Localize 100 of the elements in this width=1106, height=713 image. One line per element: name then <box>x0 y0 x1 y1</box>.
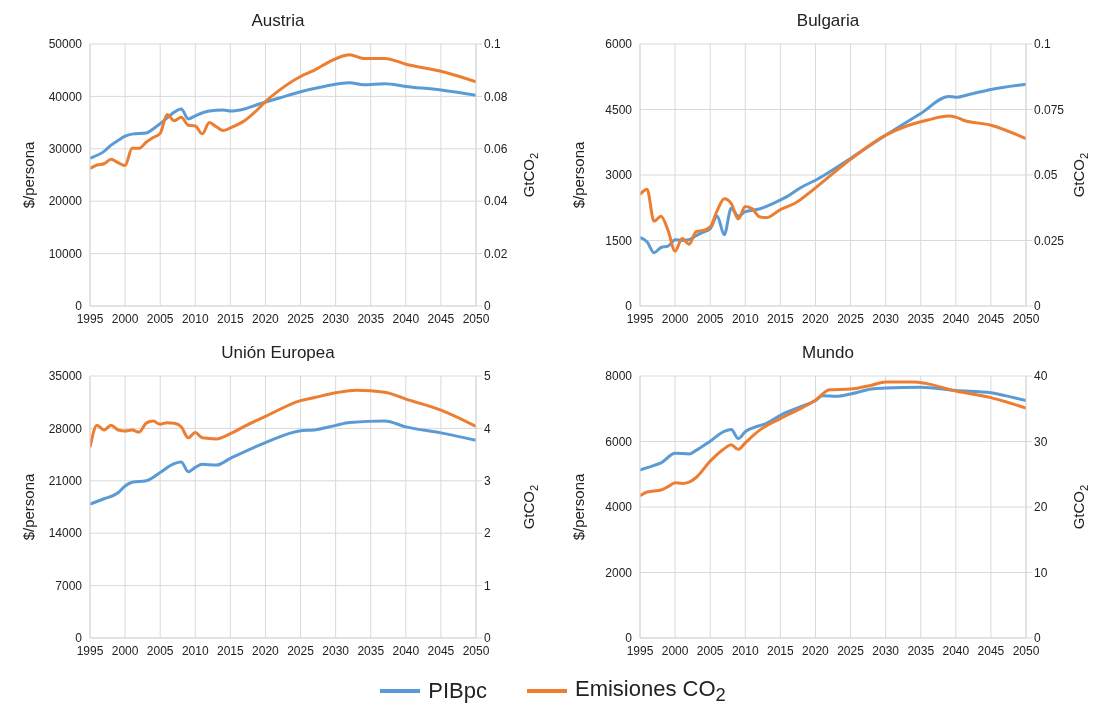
y-axis-title: $/persona <box>569 140 587 209</box>
x-tick-label: 2030 <box>872 311 900 326</box>
y-tick-label: 0 <box>625 631 633 646</box>
x-tick-label: 2045 <box>427 311 455 326</box>
x-tick-label: 1995 <box>626 311 654 326</box>
y2-tick-label: 1 <box>484 578 491 593</box>
y2-tick-label: 10 <box>1034 565 1048 580</box>
y2-tick-label: 0 <box>484 631 491 646</box>
x-tick-label: 2030 <box>872 643 900 658</box>
y2-tick-label: 2 <box>484 526 491 541</box>
y-tick-label: 0 <box>75 299 83 314</box>
x-tick-label: 2010 <box>731 643 759 658</box>
y-axis-title: $/persona <box>19 472 37 541</box>
x-tick-label: 2040 <box>392 643 420 658</box>
y2-tick-label: 0.025 <box>1034 233 1065 248</box>
y-tick-label: 28000 <box>48 421 83 436</box>
y2-tick-label: 4 <box>484 421 491 436</box>
chart-title: Bulgaria <box>795 10 861 32</box>
x-tick-label: 2050 <box>1012 311 1040 326</box>
y-tick-label: 30000 <box>48 142 83 157</box>
x-tick-label: 2025 <box>287 311 315 326</box>
x-tick-label: 2005 <box>146 643 174 658</box>
y2-tick-label: 40 <box>1034 369 1048 384</box>
x-tick-label: 2020 <box>252 643 280 658</box>
x-tick-label: 2040 <box>392 311 420 326</box>
y-tick-label: 50000 <box>48 37 83 52</box>
y2-tick-label: 0.05 <box>1034 168 1058 183</box>
x-tick-label: 2000 <box>661 643 689 658</box>
x-tick-label: 2040 <box>942 643 970 658</box>
y-tick-label: 2000 <box>605 565 633 580</box>
chart-title: Austria <box>250 10 306 32</box>
x-tick-label: 2035 <box>357 311 385 326</box>
chart-title: Mundo <box>801 342 855 364</box>
y-tick-label: 14000 <box>48 526 83 541</box>
y-tick-label: 8000 <box>605 369 633 384</box>
x-tick-label: 2005 <box>146 311 174 326</box>
y-tick-label: 7000 <box>55 578 83 593</box>
legend-label: PIBpc <box>428 678 487 705</box>
x-tick-label: 2035 <box>907 311 935 326</box>
y2-tick-label: 5 <box>484 369 491 384</box>
y2-tick-label: 0 <box>1034 631 1041 646</box>
x-tick-label: 2000 <box>111 311 139 326</box>
x-tick-label: 2025 <box>837 643 865 658</box>
y2-tick-label: 0.075 <box>1034 102 1065 117</box>
x-tick-label: 2010 <box>181 311 209 326</box>
x-tick-label: 2015 <box>767 643 795 658</box>
x-tick-label: 2020 <box>802 311 830 326</box>
y-tick-label: 6000 <box>605 434 633 449</box>
y-tick-label: 0 <box>75 631 83 646</box>
x-tick-label: 2005 <box>696 311 724 326</box>
x-tick-label: 2050 <box>1012 643 1040 658</box>
x-tick-label: 1995 <box>76 311 104 326</box>
y2-tick-label: 0.02 <box>484 246 508 261</box>
x-tick-label: 2050 <box>462 311 490 326</box>
x-tick-label: 2030 <box>322 643 350 658</box>
x-tick-label: 2010 <box>181 643 209 658</box>
y2-tick-label: 0.1 <box>1034 37 1052 52</box>
x-tick-label: 2045 <box>977 311 1005 326</box>
y-tick-label: 0 <box>625 299 633 314</box>
y-tick-label: 21000 <box>48 474 83 489</box>
x-tick-label: 2050 <box>462 643 490 658</box>
chart-title: Unión Europea <box>220 342 336 364</box>
x-tick-label: 1995 <box>76 643 104 658</box>
x-tick-label: 2035 <box>907 643 935 658</box>
y2-tick-label: 0 <box>484 299 491 314</box>
y2-tick-label: 30 <box>1034 434 1048 449</box>
y2-tick-label: 3 <box>484 474 491 489</box>
x-tick-label: 2010 <box>731 311 759 326</box>
y2-tick-label: 0.08 <box>484 89 508 104</box>
x-tick-label: 1995 <box>626 643 654 658</box>
y-axis-title: $/persona <box>19 140 37 209</box>
y-tick-label: 6000 <box>605 37 633 52</box>
y2-tick-label: 0 <box>1034 299 1041 314</box>
x-tick-label: 2045 <box>977 643 1005 658</box>
x-tick-label: 2015 <box>217 643 245 658</box>
x-tick-label: 2000 <box>661 311 689 326</box>
x-tick-label: 2020 <box>252 311 280 326</box>
legend-label: Emisiones CO$_{2}$ <box>574 676 726 707</box>
y-tick-label: 1500 <box>605 233 633 248</box>
x-tick-label: 2020 <box>802 643 830 658</box>
y-tick-label: 4000 <box>605 500 633 515</box>
x-tick-label: 2005 <box>696 643 724 658</box>
y-tick-label: 4500 <box>605 102 633 117</box>
y-tick-label: 3000 <box>605 168 633 183</box>
y-tick-label: 10000 <box>48 246 83 261</box>
y2-tick-label: 0.04 <box>484 194 508 209</box>
y2-tick-label: 0.1 <box>484 37 502 52</box>
y-axis-title: $/persona <box>569 472 587 541</box>
x-tick-label: 2030 <box>322 311 350 326</box>
x-tick-label: 2015 <box>217 311 245 326</box>
y2-tick-label: 0.06 <box>484 142 508 157</box>
y-tick-label: 40000 <box>48 89 83 104</box>
x-tick-label: 2025 <box>287 643 315 658</box>
y-tick-label: 35000 <box>48 369 83 384</box>
x-tick-label: 2045 <box>427 643 455 658</box>
y-tick-label: 20000 <box>48 194 83 209</box>
y2-tick-label: 20 <box>1034 500 1048 515</box>
x-tick-label: 2000 <box>111 643 139 658</box>
x-tick-label: 2025 <box>837 311 865 326</box>
x-tick-label: 2035 <box>357 643 385 658</box>
